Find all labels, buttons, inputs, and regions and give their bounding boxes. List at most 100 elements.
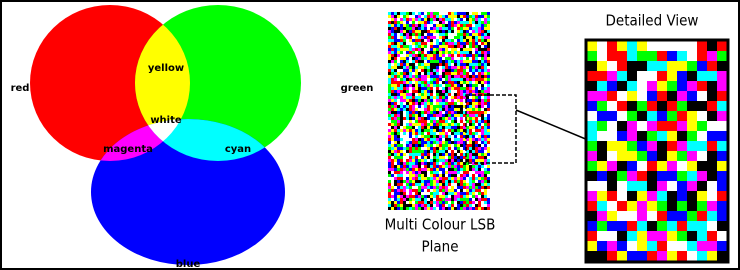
detail-pixel (707, 51, 717, 61)
noise-pixel (424, 102, 427, 105)
detail-pixel (677, 251, 687, 261)
noise-pixel (427, 90, 430, 93)
noise-pixel (430, 150, 433, 153)
noise-pixel (412, 147, 415, 150)
noise-pixel (445, 201, 448, 204)
detail-pixel (697, 191, 707, 201)
noise-pixel (454, 93, 457, 96)
noise-pixel (424, 90, 427, 93)
noise-pixel (451, 123, 454, 126)
noise-pixel (439, 33, 442, 36)
noise-pixel (391, 117, 394, 120)
noise-pixel (478, 168, 481, 171)
noise-pixel (415, 105, 418, 108)
noise-pixel (394, 126, 397, 129)
detail-pixel (647, 111, 657, 121)
noise-pixel (427, 165, 430, 168)
noise-pixel (433, 63, 436, 66)
noise-pixel (460, 147, 463, 150)
noise-pixel (406, 153, 409, 156)
noise-pixel (451, 111, 454, 114)
noise-pixel (406, 174, 409, 177)
noise-pixel (451, 45, 454, 48)
noise-pixel (436, 174, 439, 177)
noise-pixel (469, 150, 472, 153)
detail-pixel (637, 211, 647, 221)
detail-pixel (657, 201, 667, 211)
noise-pixel (436, 36, 439, 39)
noise-pixel (448, 78, 451, 81)
noise-pixel (397, 108, 400, 111)
noise-pixel (445, 159, 448, 162)
noise-pixel (454, 114, 457, 117)
noise-pixel (400, 45, 403, 48)
noise-pixel (457, 174, 460, 177)
noise-pixel (442, 48, 445, 51)
noise-pixel (448, 147, 451, 150)
noise-pixel (457, 126, 460, 129)
noise-pixel (421, 57, 424, 60)
noise-pixel (427, 135, 430, 138)
noise-pixel (454, 30, 457, 33)
noise-pixel (451, 108, 454, 111)
noise-pixel (430, 27, 433, 30)
noise-pixel (397, 33, 400, 36)
noise-pixel (400, 30, 403, 33)
noise-pixel (415, 156, 418, 159)
detail-pixel (617, 211, 627, 221)
noise-pixel (442, 135, 445, 138)
noise-pixel (406, 111, 409, 114)
noise-pixel (481, 126, 484, 129)
noise-pixel (406, 18, 409, 21)
noise-pixel (457, 66, 460, 69)
noise-pixel (475, 150, 478, 153)
noise-pixel (475, 63, 478, 66)
noise-pixel (436, 105, 439, 108)
noise-pixel (415, 144, 418, 147)
noise-pixel (412, 207, 415, 210)
detail-pixel (617, 151, 627, 161)
noise-pixel (454, 183, 457, 186)
noise-pixel (439, 168, 442, 171)
noise-pixel (481, 51, 484, 54)
noise-pixel (406, 81, 409, 84)
noise-pixel (451, 33, 454, 36)
noise-pixel (472, 18, 475, 21)
detail-pixel (647, 131, 657, 141)
detail-pixel (667, 191, 677, 201)
noise-pixel (457, 18, 460, 21)
noise-pixel (448, 99, 451, 102)
noise-pixel (451, 42, 454, 45)
noise-pixel (436, 159, 439, 162)
noise-pixel (388, 18, 391, 21)
noise-pixel (400, 96, 403, 99)
noise-pixel (418, 171, 421, 174)
noise-pixel (448, 204, 451, 207)
noise-pixel (460, 132, 463, 135)
noise-pixel (424, 63, 427, 66)
noise-pixel (400, 51, 403, 54)
noise-pixel (427, 45, 430, 48)
noise-pixel (484, 90, 487, 93)
noise-pixel (436, 42, 439, 45)
noise-pixel (433, 129, 436, 132)
noise-pixel (400, 72, 403, 75)
noise-pixel (451, 132, 454, 135)
detail-pixel (667, 231, 677, 241)
detail-pixel (707, 191, 717, 201)
noise-pixel (409, 96, 412, 99)
detail-pixel (647, 51, 657, 61)
noise-pixel (421, 207, 424, 210)
noise-pixel (469, 147, 472, 150)
noise-pixel (394, 153, 397, 156)
noise-pixel (487, 114, 490, 117)
noise-pixel (457, 192, 460, 195)
noise-pixel (412, 27, 415, 30)
noise-pixel (427, 129, 430, 132)
detail-pixel (647, 191, 657, 201)
noise-pixel (466, 183, 469, 186)
noise-pixel (460, 90, 463, 93)
noise-pixel (394, 195, 397, 198)
noise-pixel (397, 138, 400, 141)
noise-pixel (451, 48, 454, 51)
